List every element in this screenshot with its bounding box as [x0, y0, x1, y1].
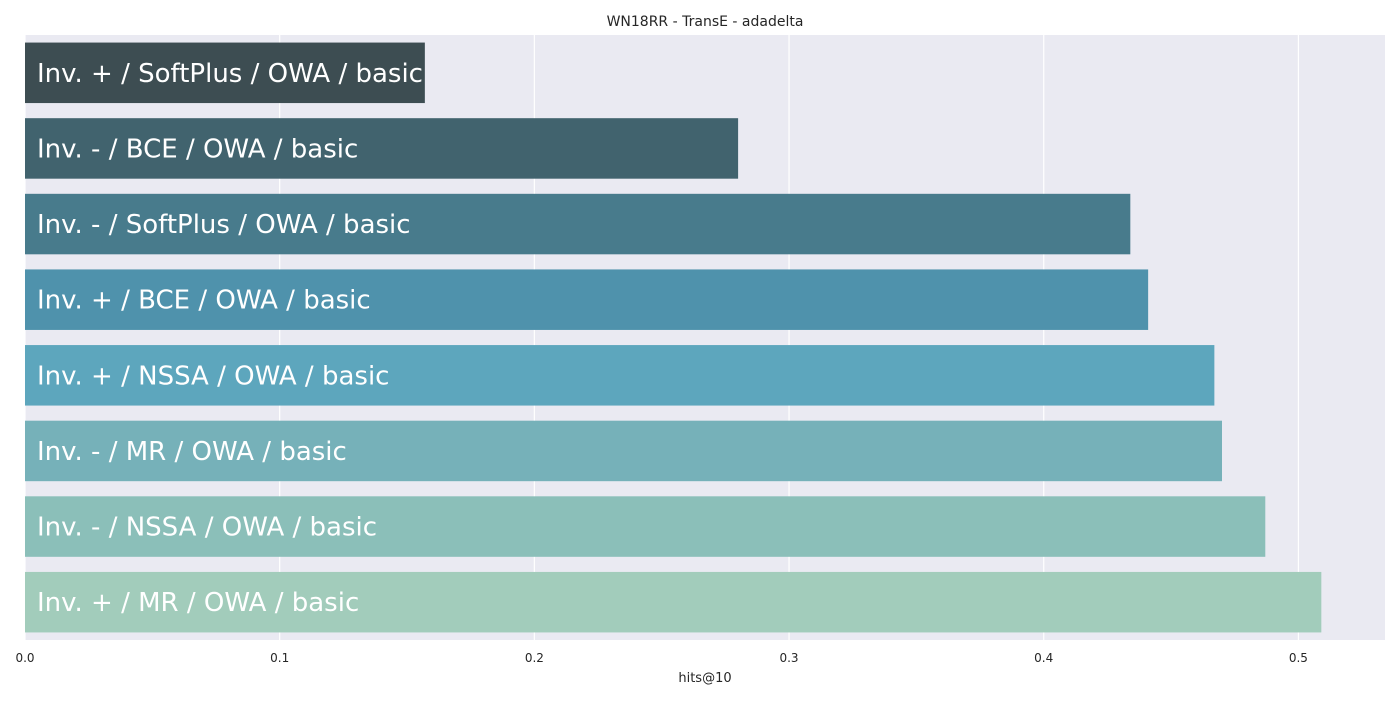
bar — [25, 118, 739, 179]
chart-title: WN18RR - TransE - adadelta — [607, 14, 804, 30]
bar — [25, 496, 1266, 557]
bar-label: Inv. + / MR / OWA / basic — [37, 588, 359, 618]
x-tick-label: 0.3 — [779, 651, 798, 665]
x-tick-label: 0.5 — [1289, 651, 1308, 665]
x-tick-label: 0.0 — [15, 651, 34, 665]
bar — [25, 345, 1215, 406]
bar — [25, 269, 1149, 330]
bar-label: Inv. - / NSSA / OWA / basic — [37, 513, 377, 543]
x-tick-label: 0.4 — [1034, 651, 1053, 665]
bar-label: Inv. + / NSSA / OWA / basic — [37, 361, 389, 391]
bar-label: Inv. + / BCE / OWA / basic — [37, 286, 371, 316]
bar-label: Inv. - / MR / OWA / basic — [37, 437, 347, 467]
x-tick-label: 0.1 — [270, 651, 289, 665]
x-axis-label: hits@10 — [678, 671, 731, 686]
bar-label: Inv. + / SoftPlus / OWA / basic — [37, 59, 423, 89]
bar-label: Inv. - / BCE / OWA / basic — [37, 134, 358, 164]
bar — [25, 571, 1322, 633]
bar — [25, 42, 425, 104]
bar — [25, 193, 1131, 255]
bar — [25, 420, 1223, 482]
bar-label: Inv. - / SoftPlus / OWA / basic — [37, 210, 411, 240]
x-tick-label: 0.2 — [525, 651, 544, 665]
